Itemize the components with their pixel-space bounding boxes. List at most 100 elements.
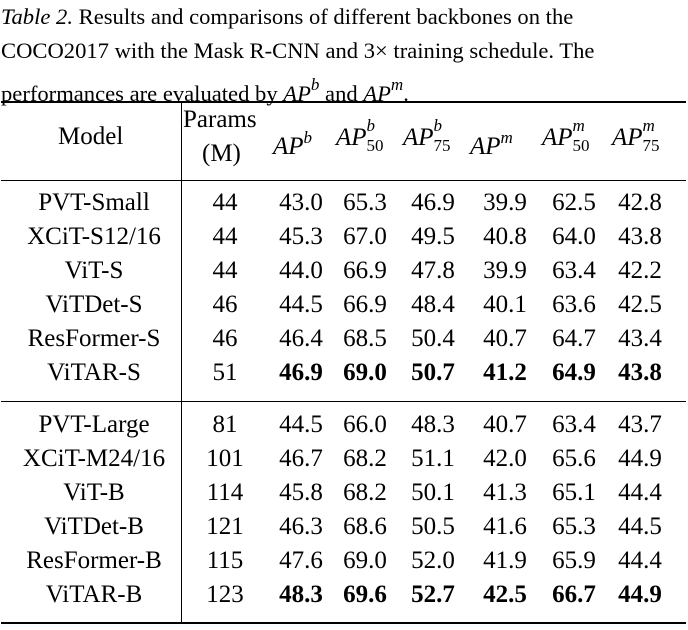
cell-value: 40.8: [483, 223, 527, 250]
cell-model: ViTDet-S: [45, 291, 143, 318]
caption-line-3: performances are evaluated by APb and AP…: [1, 68, 685, 111]
header-ap-b50-sup: b: [366, 116, 376, 135]
cell-value: 40.7: [483, 411, 527, 438]
cell-value: 65.3: [552, 513, 596, 540]
cell-params: 46: [212, 291, 238, 318]
cell-value: 42.2: [618, 257, 662, 284]
cell-value: 43.0: [279, 189, 323, 216]
cell-value: 41.3: [483, 479, 527, 506]
cell-value: 48.3: [279, 581, 323, 608]
cell-value: 47.6: [279, 547, 323, 574]
header-ap-m-50: AP m 50: [542, 117, 599, 154]
cell-value: 42.0: [483, 445, 527, 472]
cell-value: 66.0: [343, 411, 387, 438]
cell-value: 43.4: [618, 325, 662, 352]
cell-value: 44.5: [618, 513, 662, 540]
cell-value: 44.9: [618, 445, 662, 472]
header-ap-b-75: AP b 75: [403, 117, 460, 155]
cell-model: ViT-B: [63, 479, 125, 506]
cell-value: 49.5: [411, 223, 455, 250]
cell-value: 68.5: [343, 325, 387, 352]
header-ap-m75-sup: m: [642, 116, 655, 135]
header-rule: [1, 180, 686, 181]
cell-value: 42.8: [618, 189, 662, 216]
cell-value: 43.8: [618, 223, 662, 250]
cell-value: 51.1: [411, 445, 455, 472]
header-ap-b75-sub: 75: [433, 136, 451, 155]
cell-value: 42.5: [483, 581, 527, 608]
cell-value: 48.4: [411, 291, 455, 318]
top-rule: [1, 101, 686, 103]
header-ap-m50-sup: m: [572, 116, 585, 135]
cell-value: 69.0: [343, 547, 387, 574]
cell-value: 41.2: [483, 359, 527, 386]
cell-value: 44.0: [279, 257, 323, 284]
cell-params: 114: [206, 479, 244, 506]
cell-model: ResFormer-B: [26, 547, 162, 574]
cell-value: 63.4: [552, 257, 596, 284]
header-ap-b-50: AP b 50: [336, 117, 393, 155]
group-rule: [1, 401, 686, 402]
header-ap-m75-base: AP: [612, 124, 643, 151]
cell-value: 50.7: [411, 359, 455, 386]
header-ap-b50-sub: 50: [366, 136, 384, 155]
cell-value: 50.1: [411, 479, 455, 506]
cell-value: 46.9: [411, 189, 455, 216]
cell-value: 46.4: [279, 325, 323, 352]
cell-value: 52.7: [411, 581, 455, 608]
cell-value: 66.9: [343, 257, 387, 284]
cell-value: 40.7: [483, 325, 527, 352]
cell-value: 46.7: [279, 445, 323, 472]
cell-value: 69.6: [343, 581, 387, 608]
cell-value: 45.8: [279, 479, 323, 506]
cell-value: 44.4: [618, 547, 662, 574]
cell-model: ViT-S: [64, 257, 124, 284]
cell-value: 67.0: [343, 223, 387, 250]
cell-value: 48.3: [411, 411, 455, 438]
header-params: Params: [183, 106, 257, 133]
header-ap-m75-sub: 75: [642, 136, 660, 155]
cell-model: PVT-Small: [38, 189, 150, 216]
cell-value: 47.8: [411, 257, 455, 284]
cell-value: 63.4: [552, 411, 596, 438]
cell-value: 69.0: [343, 359, 387, 386]
header-ap-b75-base: AP: [403, 124, 434, 151]
caption-ap-b-sup: b: [310, 75, 320, 94]
header-ap-b: APb: [273, 123, 312, 162]
cell-value: 68.6: [343, 513, 387, 540]
cell-model: ViTAR-B: [45, 581, 143, 608]
table-caption: Table 2. Results and comparisons of diff…: [0, 0, 685, 111]
cell-value: 43.7: [618, 411, 662, 438]
header-ap-b75-sup: b: [433, 116, 443, 135]
cell-params: 101: [206, 445, 244, 472]
cell-params: 46: [212, 325, 238, 352]
cell-model: XCiT-S12/16: [27, 223, 161, 250]
header-model: Model: [58, 123, 124, 150]
header-ap-b-base: AP: [273, 133, 304, 160]
cell-value: 64.7: [552, 325, 596, 352]
header-ap-b50-base: AP: [336, 124, 367, 151]
header-ap-m-sup: m: [500, 128, 513, 147]
cell-value: 62.5: [552, 189, 596, 216]
cell-value: 63.6: [552, 291, 596, 318]
cell-params: 44: [212, 223, 238, 250]
header-params-unit: (M): [202, 140, 241, 167]
cell-value: 46.9: [279, 359, 323, 386]
cell-params: 44: [212, 257, 238, 284]
cell-value: 44.5: [279, 411, 323, 438]
cell-model: ViTDet-B: [44, 513, 144, 540]
caption-line-1: Table 2. Results and comparisons of diff…: [1, 0, 685, 34]
cell-value: 41.6: [483, 513, 527, 540]
cell-model: ViTAR-S: [47, 359, 141, 386]
cell-model: XCiT-M24/16: [22, 445, 166, 472]
cell-value: 65.9: [552, 547, 596, 574]
bottom-rule: [1, 622, 686, 624]
caption-ap-m-sup: m: [390, 75, 404, 94]
cell-value: 39.9: [483, 189, 527, 216]
cell-value: 39.9: [483, 257, 527, 284]
cell-value: 44.5: [279, 291, 323, 318]
caption-line-2: COCO2017 with the Mask R-CNN and 3× trai…: [1, 38, 595, 63]
cell-value: 44.4: [618, 479, 662, 506]
cell-model: PVT-Large: [38, 411, 150, 438]
cell-value: 64.0: [552, 223, 596, 250]
